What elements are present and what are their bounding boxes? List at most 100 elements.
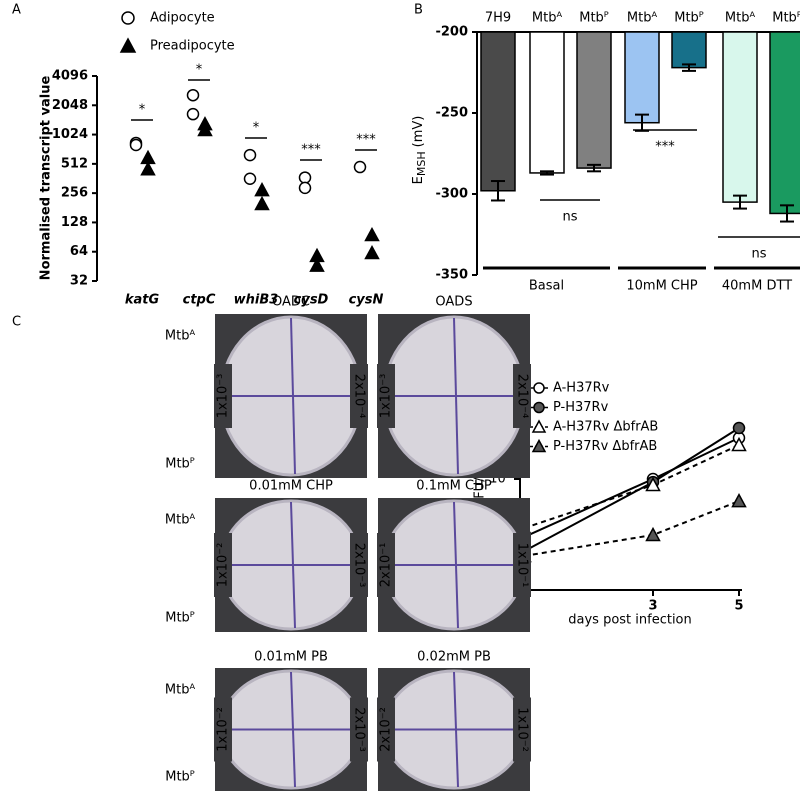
y-tick-label: -200 [435, 25, 468, 40]
x-tick-label: ctpC [183, 293, 216, 308]
x-tick-label: cysN [349, 293, 384, 308]
dilution-label: 1x10⁻³ [379, 374, 394, 419]
x-tick-label: Mtbᴬ [627, 11, 658, 26]
marker [298, 181, 312, 195]
panel-letter: C [12, 315, 21, 330]
marker [254, 182, 270, 197]
dilution-label: 1x10⁻¹ [515, 543, 530, 588]
line [523, 444, 740, 530]
plate-title: 0.1mM CHP [416, 479, 492, 494]
row-label: Mtbᴬ [165, 513, 196, 528]
marker [533, 382, 545, 394]
marker [731, 493, 747, 508]
legend-label: A-H37Rv ΔbfrAB [553, 420, 658, 435]
significance: ns [562, 210, 577, 225]
marker [533, 401, 545, 414]
label-tab [350, 533, 368, 597]
marker [121, 11, 135, 25]
panel-letter: B [414, 3, 423, 18]
y-tick-label: 512 [61, 156, 88, 171]
x-tick-label: 7H9 [485, 11, 511, 26]
marker [129, 138, 143, 152]
plate-title: 0.01mM PB [254, 650, 328, 665]
x-tick-label: Mtbᴾ [772, 11, 800, 26]
label-tab [513, 364, 531, 428]
label-tab [350, 697, 368, 762]
x-tick-label: Mtbᴾ [579, 11, 609, 26]
bar [529, 31, 565, 174]
dilution-label: 2x10⁻³ [352, 707, 367, 752]
bar [722, 31, 758, 203]
group-label: 40mM DTT [722, 279, 792, 294]
bar [480, 31, 516, 192]
significance: * [253, 121, 260, 136]
plate-title: OADC [272, 295, 310, 310]
x-tick-label: Mtbᴾ [674, 11, 704, 26]
dilution-label: 2x10⁻⁴ [515, 374, 530, 419]
marker [731, 436, 747, 452]
marker [353, 160, 367, 174]
bar [769, 31, 800, 215]
legend-label: A-H37Rv [553, 381, 610, 396]
plate-title: OADS [435, 295, 472, 310]
y-tick-label: 32 [70, 274, 88, 289]
marker [531, 438, 547, 453]
label-tab [513, 533, 531, 597]
y-tick-label: 2048 [52, 98, 88, 113]
bar [671, 31, 707, 69]
x-tick-label: 3 [648, 599, 657, 614]
marker [186, 107, 200, 121]
label-tab [214, 697, 232, 762]
x-tick-label: Mtbᴬ [725, 11, 756, 26]
plate-title: 0.02mM PB [417, 650, 491, 665]
x-axis-label: days post infection [568, 613, 692, 628]
marker [298, 171, 312, 184]
legend-label: P-H37Rv [553, 400, 609, 415]
significance: *** [655, 140, 675, 155]
marker [243, 172, 257, 185]
row-label: Mtbᴬ [165, 329, 196, 344]
y-tick-label: 128 [61, 215, 88, 230]
bar [624, 31, 660, 124]
y-tick-label: -350 [435, 268, 468, 283]
dilution-label: 1x10⁻³ [216, 374, 231, 419]
marker [309, 257, 325, 272]
panel-letter: A [12, 3, 21, 18]
marker [186, 88, 200, 102]
row-label: Mtbᴾ [165, 770, 195, 785]
y-label-main: E [411, 176, 426, 184]
y-tick-label: -300 [435, 187, 468, 202]
y-tick-label: 1024 [52, 127, 88, 142]
y-tick-label: 256 [61, 186, 88, 201]
marker [364, 226, 380, 242]
group-label: 10mM CHP [626, 279, 697, 294]
dilution-label: 2x10⁻¹ [379, 543, 394, 588]
y-tick-label: -250 [435, 106, 468, 121]
label-tab [214, 364, 232, 428]
x-tick-label: katG [125, 293, 160, 308]
legend-label: Adipocyte [150, 11, 215, 26]
dilution-label: 1x10⁻² [216, 707, 231, 752]
marker [364, 244, 380, 260]
significance: *** [356, 133, 376, 148]
bar [576, 31, 612, 169]
line [523, 500, 740, 557]
marker [645, 476, 661, 492]
dilution-label: 2x10⁻⁴ [352, 374, 367, 419]
marker [531, 419, 547, 433]
row-label: Mtbᴾ [165, 611, 195, 626]
significance: * [196, 63, 203, 78]
significance: * [139, 103, 146, 118]
y-label-sub: MSH [415, 151, 428, 176]
marker [140, 161, 156, 176]
label-tab [350, 364, 368, 428]
dilution-label: 2x10⁻² [379, 707, 394, 752]
x-tick-label: 5 [734, 599, 743, 614]
dilution-label: 1x10⁻² [515, 707, 530, 752]
x-tick-label: cysD [294, 293, 329, 308]
group-label: Basal [529, 279, 564, 294]
legend-label: P-H37Rv ΔbfrAB [553, 439, 657, 454]
y-label-unit: (mV) [411, 116, 426, 148]
dilution-label: 1x10⁻² [216, 543, 231, 588]
